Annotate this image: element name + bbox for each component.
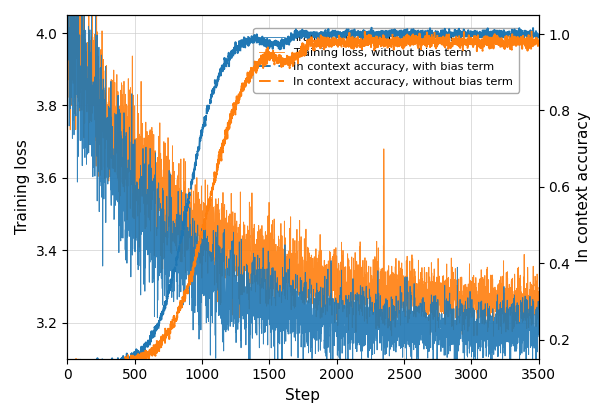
Training loss, without bias term [64,13,71,18]
In context accuracy, without bias term [364,37,371,42]
In context accuracy, without bias term [535,39,542,44]
Y-axis label: Training loss: Training loss [15,140,30,234]
In context accuracy, with bias term [82,371,90,376]
In context accuracy, with bias term [344,34,351,39]
In context accuracy, without bias term [286,55,293,60]
Line: Training loss, with bias term: Training loss, with bias term [67,0,539,376]
In context accuracy, with bias term [364,31,371,36]
Line: Training loss, without bias term: Training loss, without bias term [67,0,539,336]
Training loss, without bias term [286,259,293,264]
In context accuracy, with bias term [499,29,506,34]
Legend: Training loss, with bias term, Training loss, without bias term, In context accu: Training loss, with bias term, Training … [253,28,519,93]
In context accuracy, without bias term [235,97,242,102]
Training loss, without bias term [535,293,542,298]
In context accuracy, with bias term [162,299,170,304]
Training loss, without bias term [364,293,371,298]
In context accuracy, without bias term [499,38,506,43]
Line: In context accuracy, without bias term: In context accuracy, without bias term [67,31,539,390]
Training loss, without bias term [490,334,497,339]
Training loss, with bias term [535,331,542,336]
Training loss, without bias term [344,279,351,284]
Training loss, without bias term [235,272,242,277]
Training loss, with bias term [162,272,170,277]
In context accuracy, without bias term [344,40,351,45]
Training loss, with bias term [499,332,506,337]
In context accuracy, with bias term [235,43,242,48]
In context accuracy, with bias term [296,25,304,30]
X-axis label: Step: Step [285,388,321,403]
In context accuracy, without bias term [431,29,438,34]
In context accuracy, without bias term [64,359,71,364]
Line: In context accuracy, with bias term: In context accuracy, with bias term [67,27,539,373]
In context accuracy, without bias term [95,388,102,393]
In context accuracy, with bias term [64,362,71,367]
In context accuracy, with bias term [286,36,293,41]
Training loss, with bias term [364,298,371,303]
Training loss, with bias term [64,31,71,36]
Training loss, without bias term [162,155,170,160]
Training loss, with bias term [336,374,344,379]
Training loss, with bias term [235,296,242,301]
Y-axis label: In context accuracy: In context accuracy [576,112,591,263]
In context accuracy, without bias term [162,335,170,340]
Training loss, with bias term [286,306,293,311]
Training loss, without bias term [499,275,506,280]
Training loss, with bias term [344,321,351,326]
In context accuracy, with bias term [535,31,542,36]
